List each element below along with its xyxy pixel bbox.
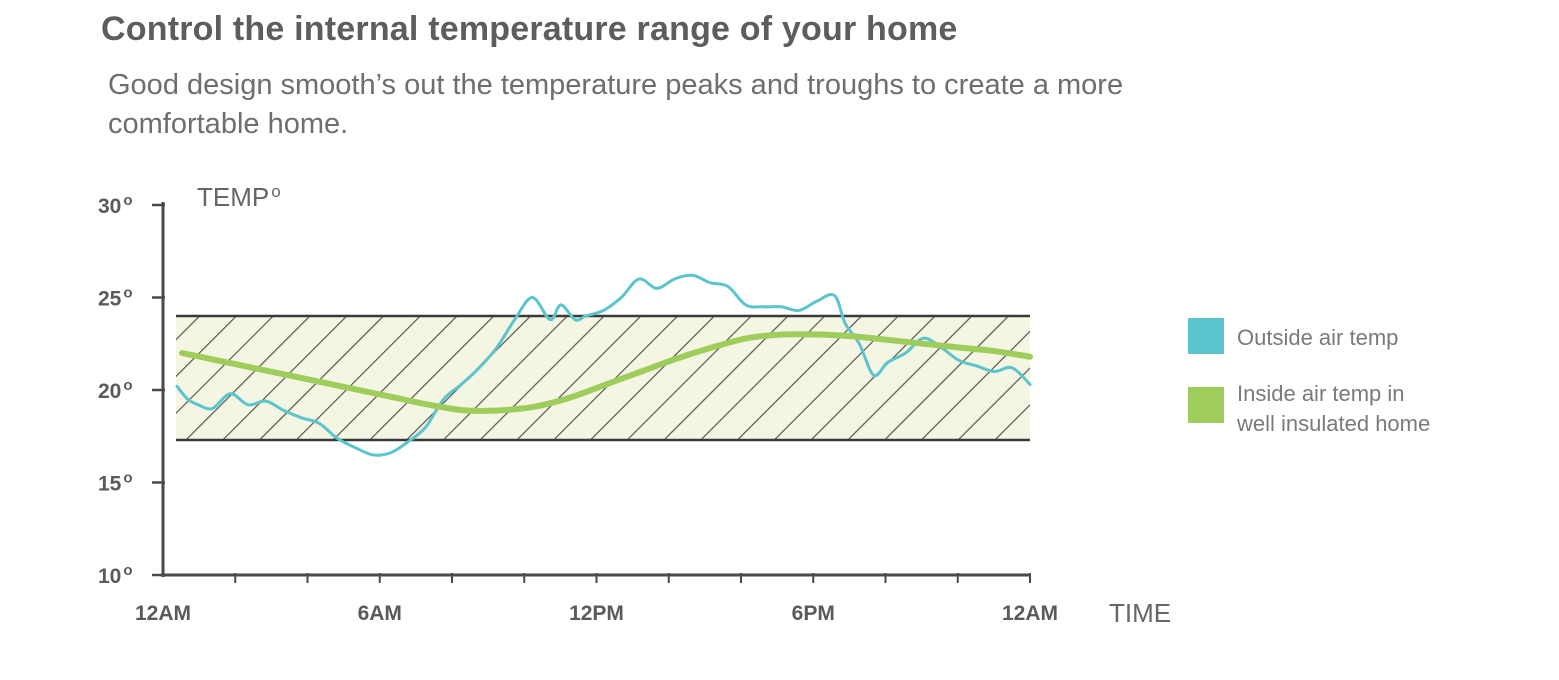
x-tick-label: 12AM [1002,602,1058,625]
inside-temp-line [179,331,1033,414]
y-axis-title: TEMP o [197,182,281,212]
degree-mark: o [123,470,132,487]
y-tick-label: 15 o [98,470,133,496]
y-tick-label: 10 o [98,562,133,588]
legend-label: Outside air temp [1237,325,1398,350]
legend-label-line: Inside air temp in [1237,381,1405,406]
y-tick-label: 25 o [98,285,133,311]
legend-label-line: well insulated home [1236,411,1430,436]
degree-mark: o [123,562,132,579]
x-tick-label: 6AM [358,602,402,625]
legend-item-inside: Inside air temp in well insulated home [1188,381,1430,436]
y-axis-title-degree: o [271,182,280,201]
page-subtitle: Good design smooth’s out the temperature… [108,69,1124,140]
comfort-band-hatch [176,316,1030,440]
legend-swatch [1188,387,1224,423]
degree-mark: o [123,285,132,302]
x-tick-label: 6PM [792,602,835,625]
outside-temp-line [175,273,1032,457]
y-tick-label: 20 o [98,377,133,403]
y-tick-label: 30 o [98,192,133,218]
x-axis-title: TIME [1109,598,1171,628]
x-tick-label: 12AM [135,602,191,625]
legend-swatch [1188,318,1224,354]
degree-mark: o [123,377,132,394]
legend-item-outside: Outside air temp [1188,318,1398,354]
degree-mark: o [123,192,132,209]
page-title: Control the internal temperature range o… [101,10,958,48]
x-tick-label: 12PM [569,602,624,625]
